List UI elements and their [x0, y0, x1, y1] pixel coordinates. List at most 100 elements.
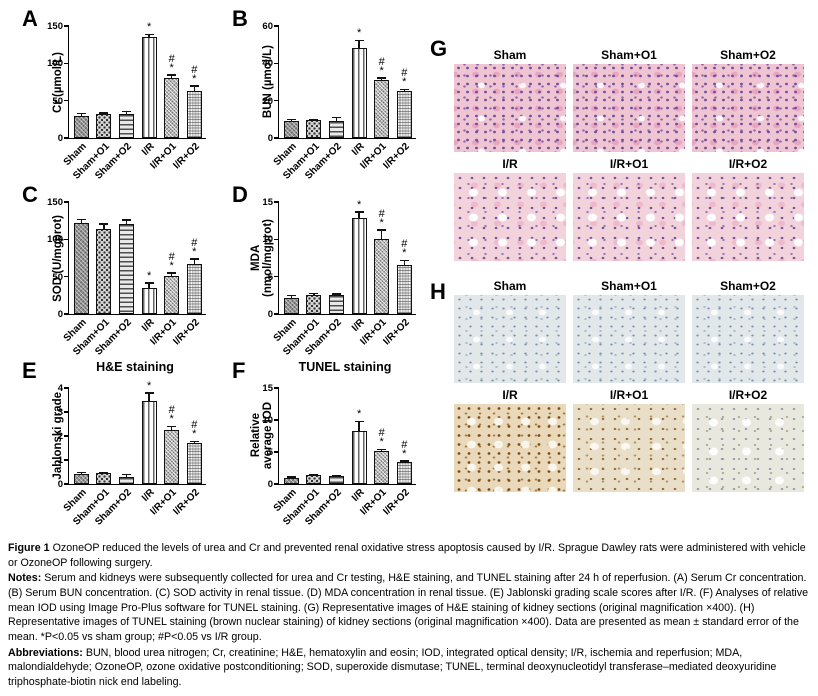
significance-marker: # * — [378, 207, 385, 229]
bar-group-Sham — [280, 388, 303, 484]
bar — [186, 443, 202, 484]
error-bar-cap — [167, 74, 177, 76]
caption-figure-text: OzoneOP reduced the levels of urea and C… — [8, 542, 806, 569]
y-axis-label: Cr (µmol/L) — [10, 26, 64, 138]
bar — [283, 121, 299, 138]
bar-group-Sham — [70, 202, 93, 314]
y-axis-label-text: SOD (U/mgprot) — [51, 214, 64, 302]
panel-letter-C: C — [22, 182, 38, 207]
error-bar — [125, 219, 128, 225]
y-tick-mark — [274, 238, 279, 241]
histology-image-tunel-I/R+O1 — [573, 404, 685, 492]
error-bar-cap — [99, 112, 109, 114]
panel-letter-F: F — [232, 358, 246, 383]
significance-marker: * — [356, 408, 362, 421]
y-tick-label: 4 — [57, 383, 63, 394]
y-tick-mark — [64, 275, 69, 278]
panel-letter-D: D — [232, 182, 248, 207]
y-axis-label: Relative average IOD — [220, 388, 274, 484]
bar-group-Sham+O1 — [303, 26, 326, 138]
y-tick-mark — [64, 459, 69, 461]
image-label-row: Sham Sham+O1 Sham+O2 — [454, 279, 804, 294]
bar-group-Sham — [70, 388, 93, 484]
error-bar-cap — [309, 118, 319, 121]
bar — [283, 477, 299, 484]
error-bar-cap — [144, 392, 154, 394]
bar — [283, 297, 299, 314]
error-bar — [170, 74, 173, 79]
significance-marker: # * — [168, 404, 175, 426]
bar-group-I/R+O2: # * — [393, 202, 416, 314]
bar-group-I/R: * — [138, 22, 161, 138]
significance-marker: * — [146, 379, 152, 392]
y-tick-mark — [274, 137, 279, 139]
bar-group-Sham+O1 — [303, 388, 326, 484]
bar-group-I/R+O1: # * — [370, 26, 393, 138]
error-bar-cap — [331, 116, 341, 119]
significance-marker: # * — [378, 427, 385, 449]
y-tick-label: 150 — [47, 21, 63, 32]
error-bar — [80, 219, 83, 223]
y-tick-label: 50 — [52, 271, 63, 283]
bar-group-Sham+O2 — [325, 26, 348, 138]
error-bar — [103, 223, 105, 229]
significance-marker: # * — [191, 419, 198, 441]
bar — [328, 476, 344, 484]
error-bar-cap — [189, 440, 199, 443]
y-tick-mark — [274, 99, 279, 102]
error-bar-cap — [354, 39, 364, 41]
y-tick-label: 0 — [267, 309, 273, 320]
bar — [164, 430, 180, 484]
panel-H-tunel-images: H Sham Sham+O1 Sham+O2 I/R I/R+O1 I/R+O2 — [430, 279, 804, 492]
panel-letter-B: B — [232, 6, 248, 31]
bar-group-Sham+O2 — [325, 388, 348, 484]
y-tick-mark — [274, 25, 279, 27]
significance-marker: * — [146, 269, 152, 282]
y-tick-label: 15 — [262, 383, 273, 394]
bar-group-Sham — [70, 26, 93, 138]
error-bar-cap — [144, 33, 154, 36]
y-tick-label: 150 — [47, 197, 63, 208]
bar — [306, 295, 322, 314]
bar-group-Sham+O1 — [93, 26, 116, 138]
bar — [96, 228, 112, 314]
bar-group-I/R+O1: # * — [160, 202, 183, 314]
bar — [118, 476, 134, 484]
caption-abbreviations-line: Abbreviations: BUN, blood urea nitrogen;… — [8, 646, 810, 690]
bar-group-Sham — [280, 26, 303, 138]
chart-panel-F-tunel-iod: F TUNEL staining Relative average IOD 0 5 10 1… — [216, 354, 426, 538]
chart-title: H&E staining — [96, 360, 174, 374]
bar — [118, 224, 134, 314]
chart-panel-A-serum-cr: A Cr (µmol/L) 0 50 100 150 Sham Sham+O1 Sham+O2 *… — [6, 2, 216, 182]
y-tick-label: 0 — [57, 309, 63, 320]
y-tick-mark — [64, 201, 69, 203]
error-bar — [358, 421, 360, 431]
y-tick-mark — [274, 387, 279, 389]
error-bar-cap — [354, 420, 364, 423]
image-group-label: I/R+O1 — [609, 388, 649, 402]
caption-notes-label: Notes: — [8, 572, 42, 585]
y-tick-label: 2 — [57, 431, 63, 442]
bar-group-I/R+O2: # * — [183, 388, 206, 484]
histology-image-tunel-I/R — [454, 404, 566, 492]
image-group-label: Sham — [493, 279, 527, 293]
error-bar-cap — [121, 219, 131, 221]
figure-caption: Figure 1 OzoneOP reduced the levels of u… — [8, 541, 810, 691]
error-bar — [335, 117, 338, 122]
charts-area: A Cr (µmol/L) 0 50 100 150 Sham Sham+O1 Sham+O2 *… — [6, 2, 426, 538]
error-bar — [170, 272, 173, 276]
y-tick-mark — [64, 238, 69, 241]
bar-group-I/R+O2: # * — [183, 202, 206, 314]
error-bar-cap — [167, 425, 177, 428]
error-bar-cap — [286, 476, 296, 478]
bar — [141, 401, 157, 484]
bar-group-Sham+O2 — [115, 388, 138, 484]
y-tick-mark — [274, 451, 279, 453]
y-tick-mark — [64, 99, 69, 102]
error-bar-cap — [399, 88, 409, 91]
image-row — [454, 64, 804, 152]
error-bar-cap — [76, 471, 86, 474]
error-bar — [148, 34, 150, 38]
plot-area: 0 50 100 150 Sham Sham+O1 Sham+O2 * I/R # * I/R+O1… — [47, 21, 206, 182]
error-bar-cap — [189, 258, 199, 260]
